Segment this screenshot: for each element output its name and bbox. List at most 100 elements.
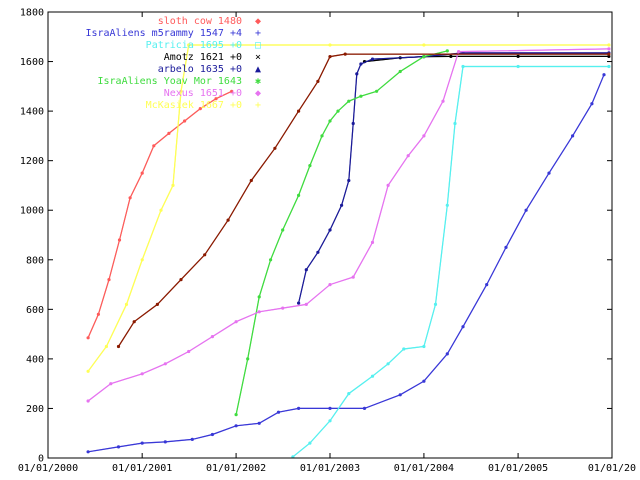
- y-tick-label: 1200: [20, 156, 44, 167]
- y-tick-label: 200: [26, 404, 44, 415]
- series-6-point: [210, 335, 214, 339]
- series-7-point: [422, 43, 426, 47]
- series-7-point: [187, 43, 191, 47]
- series-3-point: [607, 54, 611, 59]
- series-5-point: [297, 193, 301, 197]
- series-1-point: [140, 441, 144, 445]
- axes: 0 200 400 600 800 1000 1200 1400 1600 1800 01/01/2…: [18, 8, 636, 475]
- series-4-point: [316, 250, 320, 254]
- series-6-point: [257, 310, 261, 314]
- series-2-point: [308, 441, 312, 445]
- series-5-point: [422, 55, 426, 59]
- y-tick-label: 0: [38, 454, 44, 465]
- x-tick-label: 01/01/2004: [394, 463, 454, 474]
- series-2-point: [516, 64, 520, 69]
- series-8-point: [116, 344, 121, 349]
- series-5: [234, 49, 449, 417]
- series-6-point: [163, 362, 167, 366]
- series-6-point: [406, 154, 410, 158]
- series-3: [362, 54, 611, 64]
- series-5-point: [328, 119, 332, 123]
- series-0-point: [117, 238, 122, 242]
- series-1-point: [571, 134, 575, 138]
- series-6-point: [386, 183, 390, 187]
- series-1-point: [297, 406, 301, 410]
- series-6-point: [328, 283, 332, 287]
- series-4-point: [347, 178, 351, 183]
- series-1-point: [116, 445, 121, 449]
- y-tick-label: 800: [26, 255, 44, 266]
- x-tick-label: 01/01/2005: [488, 463, 548, 474]
- series-8-point: [343, 52, 347, 56]
- series-1-point: [590, 102, 594, 106]
- series-8-point: [155, 302, 159, 306]
- series-layer: [86, 43, 611, 459]
- series-1-line: [88, 74, 605, 453]
- y-tick-label: 1000: [20, 206, 44, 217]
- series-4-point: [328, 228, 332, 232]
- series-1-point: [257, 421, 261, 425]
- series-1-point: [86, 450, 90, 454]
- series-5-line: [235, 50, 448, 415]
- series-2-point: [461, 64, 465, 69]
- series-4-point: [340, 203, 344, 207]
- series-5-point: [234, 413, 238, 417]
- series-2-point: [328, 419, 332, 423]
- y-tick-label: 600: [26, 305, 44, 316]
- series-1: [86, 73, 606, 454]
- series-7-line: [87, 44, 609, 372]
- legend-label-3: Amotz 1621 +0: [164, 52, 242, 63]
- series-0-point: [183, 119, 187, 123]
- series-1-point: [524, 208, 528, 212]
- series-7-point: [124, 302, 129, 306]
- y-tick-label: 1400: [20, 107, 44, 118]
- series-7-point: [140, 258, 144, 262]
- series-6-point: [234, 320, 238, 324]
- series-7-point: [159, 208, 163, 212]
- series-4-point: [359, 62, 363, 66]
- series-1-point: [276, 410, 281, 414]
- series-7-point: [607, 43, 611, 47]
- series-8-point: [297, 109, 301, 113]
- series-0-point: [140, 171, 144, 175]
- x-tick-label: 01/01/2003: [300, 463, 360, 474]
- series-1-point: [485, 283, 489, 287]
- legend-label-0: sloth cow 1480: [158, 16, 242, 27]
- series-0-point: [230, 89, 234, 93]
- series-8-point: [179, 278, 183, 282]
- series-5-point: [375, 89, 379, 93]
- series-0-line: [87, 90, 232, 339]
- series-4-point: [351, 121, 355, 126]
- series-8: [116, 52, 611, 349]
- series-5-point: [347, 99, 351, 103]
- legend-marker-7: +: [255, 100, 261, 111]
- series-5-point: [320, 134, 324, 138]
- series-2-point: [453, 121, 457, 126]
- legend-label-7: McKasiek 1667 +0: [146, 100, 242, 111]
- series-5-band: [235, 50, 448, 415]
- series-7: [86, 43, 611, 373]
- series-7-point: [179, 89, 183, 93]
- series-0-point: [128, 196, 132, 200]
- series-6-point: [607, 47, 611, 51]
- series-8-point: [316, 79, 320, 83]
- series-1-band: [88, 74, 605, 453]
- series-7-point: [171, 183, 175, 187]
- series-3-point: [449, 54, 453, 59]
- series-8-point: [203, 253, 207, 257]
- series-8-point: [273, 146, 277, 150]
- series-7-point: [104, 344, 108, 349]
- legend: sloth cow 1480 ◆ IsraAliens m5rammy 1547 +…: [85, 16, 261, 111]
- series-0-point: [214, 97, 218, 101]
- series-1-point: [328, 406, 332, 410]
- series-4-point: [297, 301, 301, 305]
- series-5-point: [281, 228, 285, 232]
- series-1-point: [547, 171, 551, 175]
- series-6-point: [351, 275, 355, 279]
- series-0-point: [198, 107, 202, 111]
- x-tick-label: 01/01/20: [588, 463, 636, 474]
- series-6-point: [281, 306, 285, 310]
- legend-marker-5: ✱: [255, 76, 261, 87]
- series-6: [86, 47, 611, 403]
